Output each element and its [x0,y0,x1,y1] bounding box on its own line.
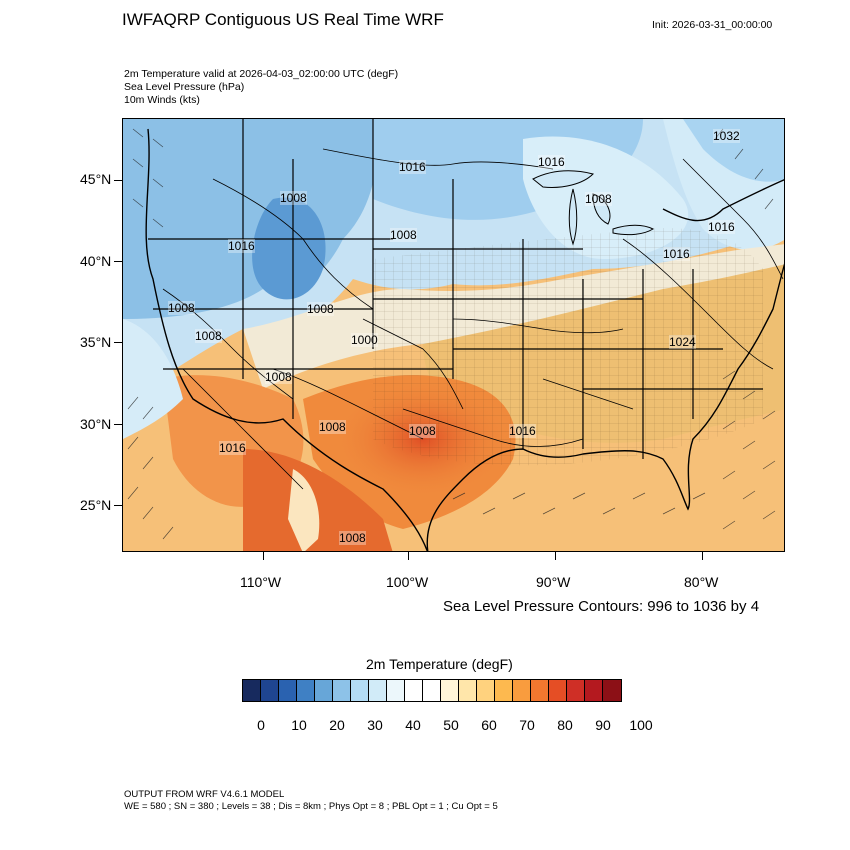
colorbar-swatch [459,680,477,701]
colorbar-swatch [441,680,459,701]
lat-label-45: 45°N [80,171,112,187]
colorbar-swatch [423,680,441,701]
lon-label-80: 80°W [684,574,719,590]
colorbar-tick-label: 80 [557,717,573,733]
pressure-label: 1016 [509,424,536,438]
colorbar-swatch [567,680,585,701]
colorbar-swatch [333,680,351,701]
footer-config: WE = 580 ; SN = 380 ; Levels = 38 ; Dis … [124,801,498,812]
colorbar-tick-label: 70 [519,717,535,733]
lon-tick [555,552,556,560]
pressure-label: 1016 [399,160,426,174]
colorbar-swatch [513,680,531,701]
pressure-label: 1008 [409,424,436,438]
lon-tick [263,552,264,560]
pressure-label: 1024 [669,335,696,349]
lat-tick [114,424,122,425]
lon-label-110: 110°W [240,574,282,590]
colorbar-tick-label: 30 [367,717,383,733]
colorbar-tick-label: 50 [443,717,459,733]
colorbar-tick-label: 20 [329,717,345,733]
lon-label-100: 100°W [386,574,429,590]
lake-huron [592,193,611,225]
rockies-cold [252,197,326,300]
colorbar-swatch [297,680,315,701]
colorbar-swatch [549,680,567,701]
pressure-label: 1008 [280,191,307,205]
colorbar-swatch [603,680,621,701]
map-panel: 1016 1016 1008 1032 1008 1016 1008 1016 … [122,118,785,552]
lon-label-90: 90°W [536,574,571,590]
colorbar-swatch [495,680,513,701]
colorbar-swatch [369,680,387,701]
colorbar-swatch [531,680,549,701]
coastline [145,128,784,551]
field-pressure: Sea Level Pressure (hPa) [124,81,245,93]
init-time: Init: 2026-03-31_00:00:00 [652,19,773,31]
pressure-label: 1016 [219,441,246,455]
pressure-label: 1008 [265,370,292,384]
state-borders [148,119,763,459]
pressure-label: 1008 [390,228,417,242]
lat-label-35: 35°N [80,334,112,350]
pressure-label: 1008 [168,301,195,315]
lat-tick [114,261,122,262]
west-coast-cool [123,319,183,439]
pressure-label: 1008 [339,531,366,545]
pressure-label: 1008 [319,420,346,434]
colorbar-swatch [405,680,423,701]
lat-tick [114,342,122,343]
colorbar-swatch [315,680,333,701]
pressure-label: 1016 [228,239,255,253]
lat-label-30: 30°N [80,416,112,432]
pressure-contours [162,148,784,490]
colorbar-swatch [279,680,297,701]
colorbar-tick-label: 0 [257,717,265,733]
colorbar-title: 2m Temperature (degF) [366,656,513,672]
lake-superior [532,170,594,188]
pressure-label: 1016 [538,155,565,169]
colorbar-tick-label: 40 [405,717,421,733]
temperature-map [123,119,784,551]
lake-michigan [568,188,578,246]
lat-label-40: 40°N [80,253,112,269]
map-title: IWFAQRP Contiguous US Real Time WRF [122,10,444,29]
contour-note: Sea Level Pressure Contours: 996 to 1036… [443,598,760,615]
pressure-label: 1016 [663,247,690,261]
pressure-label: 1008 [585,192,612,206]
colorbar-tick-label: 90 [595,717,611,733]
county-grid [373,228,763,466]
lon-tick [702,552,703,560]
pressure-label: 1032 [713,129,740,143]
colorbar-tick-label: 60 [481,717,497,733]
field-temperature: 2m Temperature valid at 2026-04-03_02:00… [124,68,399,80]
pressure-label: 1008 [195,329,222,343]
field-winds: 10m Winds (kts) [124,94,200,106]
colorbar [242,679,622,702]
mexico-mountains-cool [288,469,320,551]
mexico-hot [243,449,393,551]
pressure-label: 1000 [351,333,378,347]
pressure-label: 1008 [307,302,334,316]
lat-label-25: 25°N [80,497,112,513]
colorbar-swatch [477,680,495,701]
lon-tick [408,552,409,560]
colorbar-tick-label: 100 [629,717,653,733]
colorbar-swatch [387,680,405,701]
colorbar-swatch [585,680,603,701]
colorbar-tick-label: 10 [291,717,307,733]
lat-tick [114,505,122,506]
colorbar-swatch [351,680,369,701]
wind-barbs [127,128,776,540]
pressure-label: 1016 [708,220,735,234]
lat-tick [114,180,122,181]
footer-model: OUTPUT FROM WRF V4.6.1 MODEL [124,789,285,800]
lake-erie [612,224,655,236]
northeast-cold [683,119,784,182]
colorbar-swatch [261,680,279,701]
colorbar-swatch [243,680,261,701]
